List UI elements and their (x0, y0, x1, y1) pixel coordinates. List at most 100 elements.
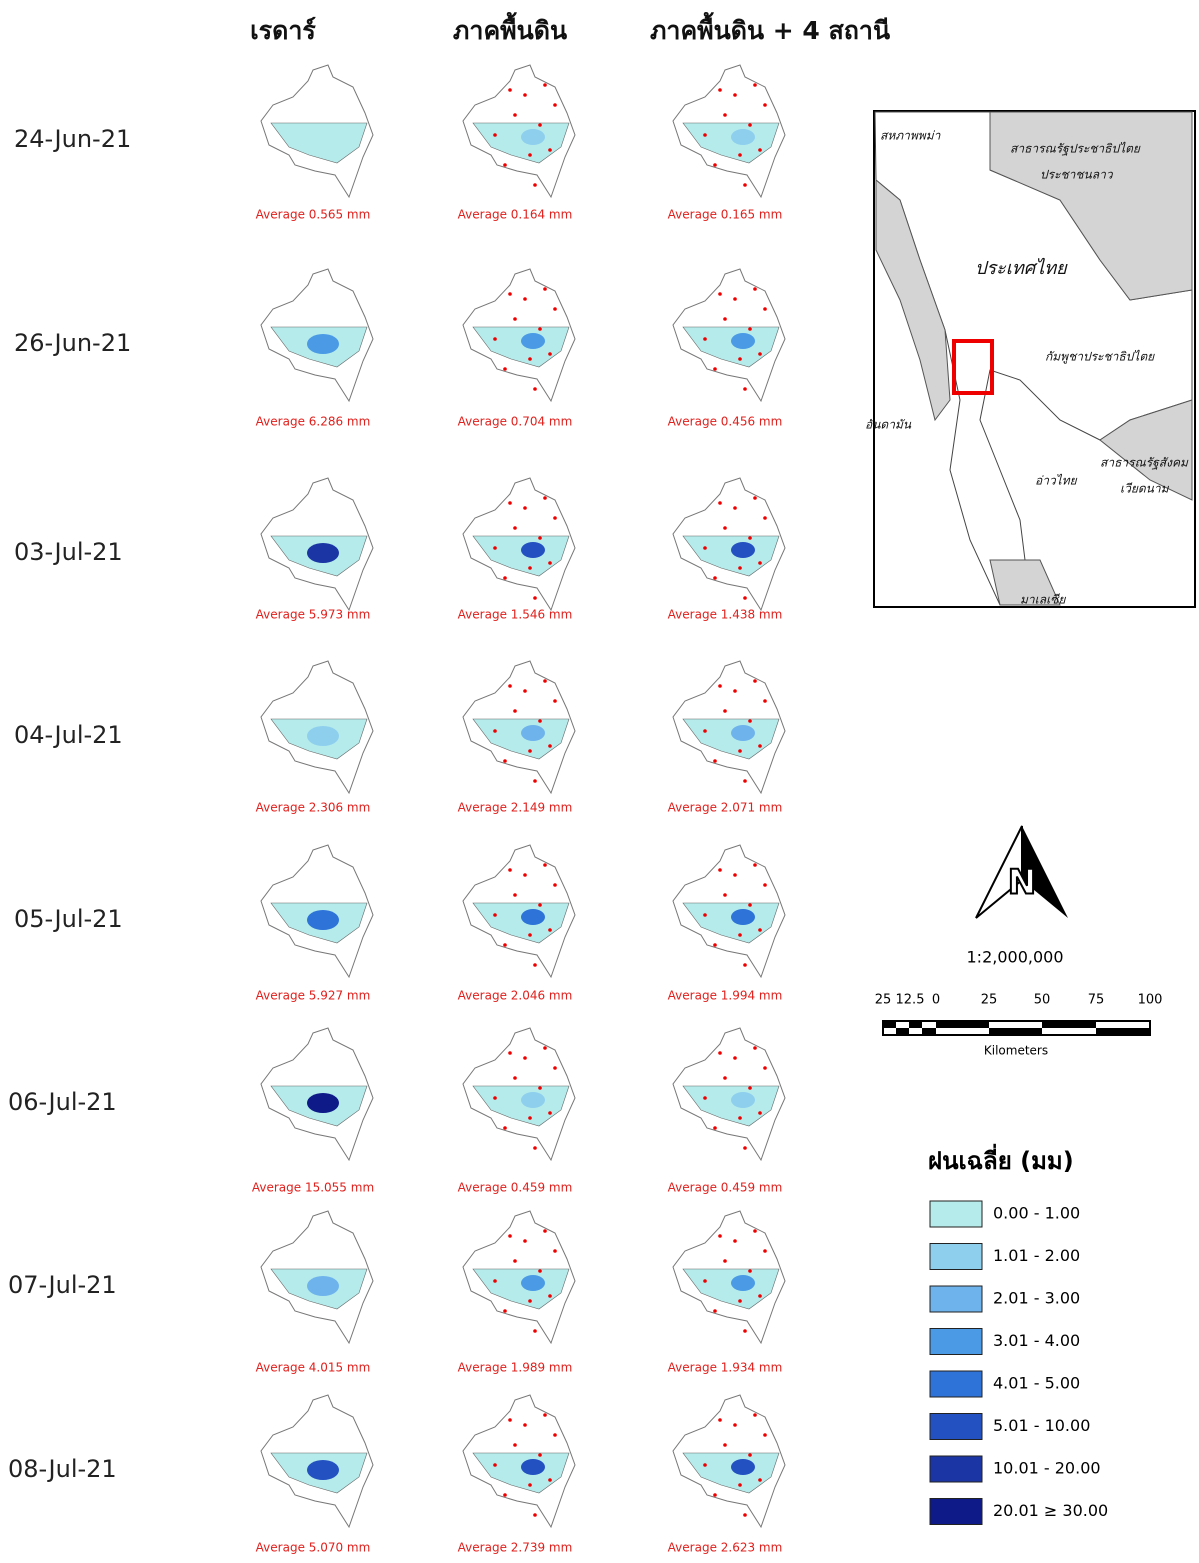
station-dot (508, 292, 512, 296)
station-dot (538, 903, 542, 907)
station-dot (723, 113, 727, 117)
station-dot (703, 729, 707, 733)
average-label: Average 2.623 mm (668, 1541, 783, 1555)
station-dot (713, 1493, 717, 1497)
station-dot (543, 287, 547, 291)
station-dot (743, 1513, 747, 1517)
station-dot (713, 943, 717, 947)
station-dot (753, 287, 757, 291)
map-panel (673, 478, 785, 610)
inset-label: ประเทศไทย (975, 257, 1068, 279)
station-dot (718, 292, 722, 296)
average-label: Average 15.055 mm (252, 1181, 374, 1195)
rain-blob (521, 542, 545, 558)
column-header: ภาคพื้นดิน (453, 11, 567, 45)
station-dot (748, 327, 752, 331)
station-dot (743, 183, 747, 187)
station-dot (733, 1239, 737, 1243)
station-dot (508, 1418, 512, 1422)
rain-blob (307, 1093, 339, 1113)
north-letter: N (1008, 863, 1036, 903)
station-dot (543, 1046, 547, 1050)
station-dot (523, 1239, 527, 1243)
station-dot (713, 367, 717, 371)
row-date: 04-Jul-21 (14, 721, 123, 749)
row-date: 03-Jul-21 (14, 538, 123, 566)
station-dot (718, 88, 722, 92)
station-dot (553, 883, 557, 887)
map-panel (261, 1028, 373, 1160)
map-panel (463, 845, 575, 977)
station-dot (493, 1096, 497, 1100)
average-label: Average 2.306 mm (256, 801, 371, 815)
station-dot (748, 536, 752, 540)
map-panel (261, 65, 373, 197)
map-panel (463, 1028, 575, 1160)
station-dot (513, 893, 517, 897)
station-dot (503, 367, 507, 371)
average-label: Average 0.165 mm (668, 208, 783, 222)
legend-swatch (930, 1286, 982, 1312)
legend-label: 3.01 - 4.00 (993, 1331, 1080, 1350)
legend-label: 20.01 ≥ 30.00 (993, 1501, 1108, 1520)
station-dot (763, 103, 767, 107)
average-label: Average 0.459 mm (668, 1181, 783, 1195)
average-label: Average 5.973 mm (256, 608, 371, 622)
station-dot (723, 1443, 727, 1447)
scale-label: 12.5 (896, 993, 925, 1008)
station-dot (533, 183, 537, 187)
station-dot (538, 1269, 542, 1273)
station-dot (513, 526, 517, 530)
station-dot (503, 1309, 507, 1313)
scale-label: 25 (875, 993, 892, 1008)
station-dot (493, 729, 497, 733)
station-dot (723, 1259, 727, 1263)
station-dot (513, 317, 517, 321)
station-dot (738, 933, 742, 937)
average-label: Average 1.934 mm (668, 1361, 783, 1375)
station-dot (763, 883, 767, 887)
map-panel (463, 65, 575, 197)
inset-label: สาธารณรัฐสังคม (1100, 456, 1189, 471)
station-dot (703, 1463, 707, 1467)
station-dot (528, 933, 532, 937)
scale-label: 0 (932, 993, 940, 1008)
map-panel (261, 1395, 373, 1527)
station-dot (508, 501, 512, 505)
station-dot (533, 1146, 537, 1150)
rain-blob (731, 1092, 755, 1108)
station-dot (553, 516, 557, 520)
station-dot (533, 1329, 537, 1333)
station-dot (748, 1086, 752, 1090)
station-dot (743, 963, 747, 967)
station-dot (713, 1309, 717, 1313)
map-panel (261, 1211, 373, 1343)
rain-blob (521, 1275, 545, 1291)
rain-blob (731, 725, 755, 741)
row-date: 07-Jul-21 (8, 1271, 117, 1299)
station-dot (543, 679, 547, 683)
map-panel (463, 1211, 575, 1343)
average-label: Average 2.149 mm (458, 801, 573, 815)
inset-label: อันดามัน (865, 418, 912, 432)
rain-blob (307, 130, 339, 150)
station-dot (753, 679, 757, 683)
map-panel (463, 269, 575, 401)
station-dot (743, 1329, 747, 1333)
station-dot (543, 1413, 547, 1417)
station-dot (533, 387, 537, 391)
station-dot (513, 1076, 517, 1080)
rain-blob (307, 910, 339, 930)
station-dot (748, 1269, 752, 1273)
station-dot (763, 516, 767, 520)
station-dot (513, 113, 517, 117)
inset-label: สาธารณรัฐประชาธิปไตย (1010, 142, 1141, 157)
average-label: Average 2.071 mm (668, 801, 783, 815)
station-dot (508, 1051, 512, 1055)
station-dot (533, 963, 537, 967)
station-dot (553, 1433, 557, 1437)
average-label: Average 1.989 mm (458, 1361, 573, 1375)
station-dot (523, 1423, 527, 1427)
average-label: Average 6.286 mm (256, 415, 371, 429)
station-dot (538, 536, 542, 540)
